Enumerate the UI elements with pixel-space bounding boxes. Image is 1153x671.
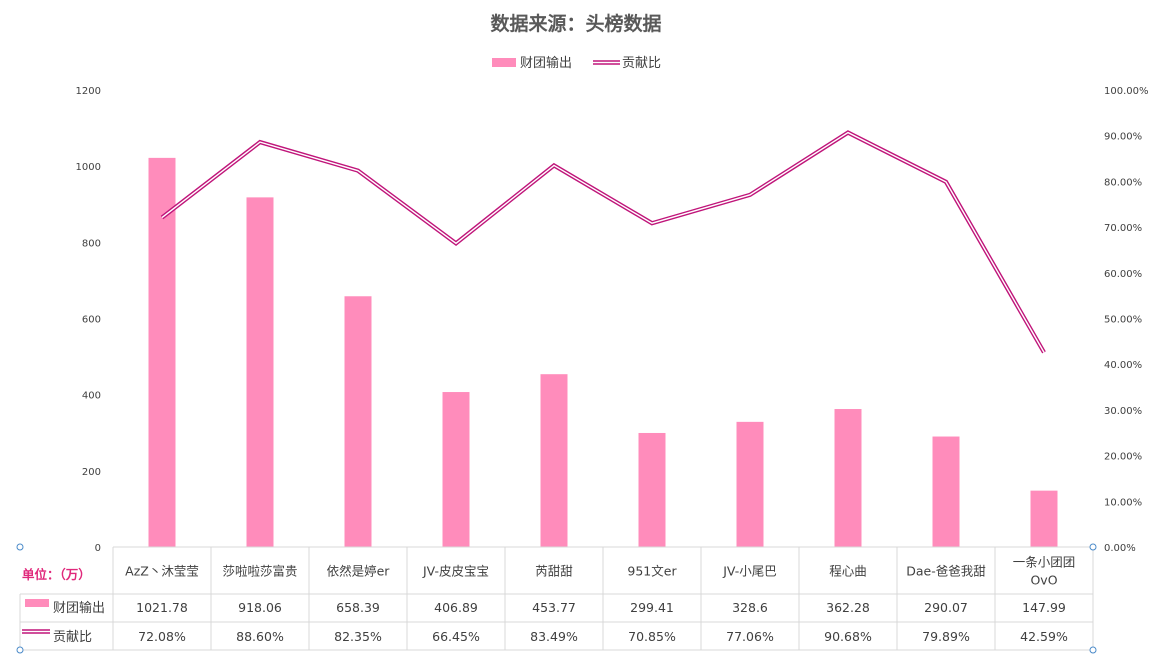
right-axis-tick: 60.00% xyxy=(1104,269,1142,280)
table-value-bar: 328.6 xyxy=(732,600,768,615)
bar xyxy=(835,409,862,547)
table-value-line: 77.06% xyxy=(726,629,774,644)
right-axis-tick: 0.00% xyxy=(1104,543,1136,554)
legend: 财团输出 贡献比 xyxy=(492,55,661,71)
table-value-bar: 1021.78 xyxy=(136,600,188,615)
bar xyxy=(541,374,568,547)
table-category-label: JV-小尾巴 xyxy=(722,564,777,579)
bar xyxy=(1031,491,1058,547)
table-category-label: Dae-爸爸我甜 xyxy=(906,564,986,579)
bar xyxy=(737,422,764,547)
table-value-line: 66.45% xyxy=(432,629,480,644)
table-row-label-line: 贡献比 xyxy=(53,630,92,645)
line-series xyxy=(162,132,1044,352)
left-axis-tick: 200 xyxy=(82,467,101,478)
table-value-bar: 147.99 xyxy=(1022,600,1066,615)
table-row-label-bar: 财团输出 xyxy=(53,600,105,616)
right-axis-tick: 40.00% xyxy=(1104,360,1142,371)
left-axis-tick: 400 xyxy=(82,391,101,402)
right-y-axis: 0.00% 10.00% 20.00% 30.00% 40.00% 50.00% 60.00… xyxy=(1104,86,1149,554)
table-value-bar: 290.07 xyxy=(924,600,968,615)
bar xyxy=(933,437,960,547)
table-value-bar: 658.39 xyxy=(336,600,380,615)
table-category-label: 芮甜甜 xyxy=(535,564,573,579)
right-axis-tick: 10.00% xyxy=(1104,497,1142,508)
table-value-line: 42.59% xyxy=(1020,629,1068,644)
right-axis-tick: 70.00% xyxy=(1104,223,1142,234)
legend-label-line: 贡献比 xyxy=(622,56,661,71)
chart-title: 数据来源：头榜数据 xyxy=(490,12,661,35)
unit-label: 单位：（万） xyxy=(22,567,91,582)
table-bar-swatch xyxy=(25,599,49,607)
table-value-line: 83.49% xyxy=(530,629,578,644)
table-category-label: 951文er xyxy=(627,564,677,579)
table-value-line: 79.89% xyxy=(922,629,970,644)
right-axis-tick: 50.00% xyxy=(1104,315,1142,326)
selection-handle xyxy=(17,544,23,550)
bar-series xyxy=(149,158,1058,547)
selection-handle xyxy=(1090,647,1096,653)
legend-label-bar: 财团输出 xyxy=(520,55,572,71)
line-series-outer xyxy=(162,133,1044,353)
left-axis-tick: 0 xyxy=(95,543,101,554)
right-axis-tick: 30.00% xyxy=(1104,406,1142,417)
selection-handle xyxy=(1090,544,1096,550)
table-category-label: AzZ丶沐莹莹 xyxy=(125,564,199,579)
table-category-label: 程心曲 xyxy=(829,564,867,579)
left-y-axis: 0 200 400 600 800 1000 1200 xyxy=(76,86,101,554)
bar xyxy=(443,392,470,547)
bar xyxy=(345,296,372,547)
data-table: 单位：（万） AzZ丶沐莹莹 莎啦啦莎富贵 依然是婷er JV-皮皮宝宝 芮甜甜 951文e… xyxy=(20,547,1093,650)
table-value-line: 88.60% xyxy=(236,629,284,644)
table-value-line: 82.35% xyxy=(334,629,382,644)
left-axis-tick: 600 xyxy=(82,315,101,326)
table-category-label: JV-皮皮宝宝 xyxy=(422,564,489,579)
table-value-line: 70.85% xyxy=(628,629,676,644)
table-value-line: 90.68% xyxy=(824,629,872,644)
table-value-bar: 299.41 xyxy=(630,600,674,615)
table-value-bar: 362.28 xyxy=(826,600,870,615)
table-value-bar: 453.77 xyxy=(532,600,576,615)
table-category-label: OvO xyxy=(1030,573,1057,588)
selection-handle xyxy=(17,647,23,653)
table-value-line: 72.08% xyxy=(138,629,186,644)
table-category-label: 依然是婷er xyxy=(327,564,391,579)
right-axis-tick: 80.00% xyxy=(1104,177,1142,188)
table-value-bar: 406.89 xyxy=(434,600,478,615)
right-axis-tick: 90.00% xyxy=(1104,132,1142,143)
left-axis-tick: 1200 xyxy=(76,86,101,97)
table-value-bar: 918.06 xyxy=(238,600,282,615)
table-category-label: 莎啦啦莎富贵 xyxy=(222,564,297,579)
left-axis-tick: 1000 xyxy=(76,162,101,173)
table-category-label: 一条小团团 xyxy=(1013,555,1076,570)
left-axis-tick: 800 xyxy=(82,238,101,249)
legend-bar-swatch xyxy=(492,58,516,67)
bar xyxy=(639,433,666,547)
right-axis-tick: 100.00% xyxy=(1104,86,1149,97)
right-axis-tick: 20.00% xyxy=(1104,452,1142,463)
bar xyxy=(247,197,274,547)
